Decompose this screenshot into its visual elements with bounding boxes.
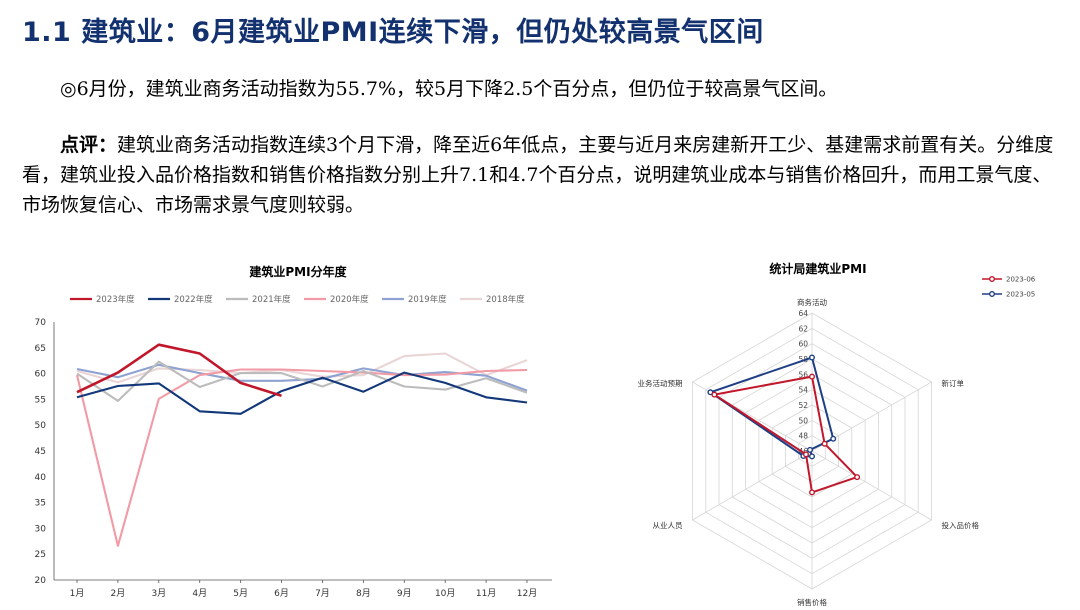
line-chart-title: 建筑业PMI分年度 bbox=[248, 264, 347, 279]
radar-tick-label: 56 bbox=[798, 370, 808, 379]
radar-tick-label: 62 bbox=[798, 324, 808, 333]
y-tick-label: 60 bbox=[35, 370, 47, 380]
radar-axis-label: 从业人员 bbox=[653, 520, 683, 530]
radar-tick-label: 64 bbox=[798, 309, 808, 318]
radar-legend-label-2023-06: 2023-06 bbox=[1006, 276, 1036, 284]
radar-point-2023-05 bbox=[830, 435, 837, 442]
y-tick-label: 30 bbox=[35, 524, 47, 534]
radar-tick-label: 50 bbox=[798, 416, 808, 425]
legend-label-2019年度: 2019年度 bbox=[408, 294, 447, 305]
radar-series-2023-06 bbox=[711, 375, 859, 494]
series-line-2023年度 bbox=[76, 343, 282, 398]
legend-label-2021年度: 2021年度 bbox=[252, 294, 291, 305]
comment-label: 点评： bbox=[60, 134, 118, 156]
y-tick-label: 45 bbox=[35, 447, 46, 457]
y-tick-label: 65 bbox=[35, 344, 46, 354]
x-tick-label: 9月 bbox=[397, 588, 412, 599]
y-tick-label: 20 bbox=[35, 576, 47, 586]
series-line-2021年度 bbox=[76, 360, 528, 402]
radar-axis-label: 业务活动预期 bbox=[638, 378, 683, 388]
line-chart: 建筑业PMI分年度 2023年度 2022年度 2021年度 2020年度 2019年度 2… bbox=[35, 264, 552, 599]
y-tick-label: 70 bbox=[35, 318, 47, 328]
series-line-2020年度 bbox=[75, 368, 528, 547]
x-tick-label: 12月 bbox=[517, 588, 537, 599]
radar-spoke bbox=[811, 450, 932, 521]
radar-axis-label: 新订单 bbox=[942, 378, 965, 388]
series-line-2022年度 bbox=[76, 371, 528, 415]
y-tick-label: 25 bbox=[35, 550, 46, 560]
series-line-2019年度 bbox=[76, 363, 528, 392]
x-tick-label: 4月 bbox=[192, 588, 207, 599]
x-tick-label: 2月 bbox=[111, 588, 126, 599]
x-tick-label: 10月 bbox=[435, 588, 455, 599]
radar-point-2023-06 bbox=[711, 391, 718, 398]
radar-axis-label: 投入品价格 bbox=[942, 520, 980, 530]
radar-point-2023-06 bbox=[808, 489, 815, 496]
radar-spoke bbox=[692, 450, 813, 521]
radar-legend-marker-2023-06 bbox=[989, 276, 996, 283]
radar-tick-label: 60 bbox=[798, 340, 808, 349]
radar-point-2023-06 bbox=[802, 451, 809, 458]
series-line-2018年度 bbox=[76, 352, 528, 384]
radar-point-2023-05 bbox=[808, 453, 815, 460]
comment-paragraph: 点评：建筑业商务活动指数连续3个月下滑，降至近6年低点，主要与近月来房建新开工少… bbox=[22, 130, 1068, 220]
radar-legend-label-2023-05: 2023-05 bbox=[1006, 291, 1035, 299]
legend-label-2020年度: 2020年度 bbox=[330, 294, 369, 305]
y-tick-label: 55 bbox=[35, 395, 46, 405]
radar-point-2023-06 bbox=[808, 373, 815, 380]
x-tick-label: 11月 bbox=[476, 588, 496, 599]
summary-text: ◎6月份，建筑业商务活动指数为55.7%，较5月下降2.5个百分点，但仍位于较高… bbox=[60, 78, 838, 100]
radar-tick-label: 52 bbox=[798, 401, 808, 410]
x-tick-label: 7月 bbox=[315, 588, 330, 599]
radar-chart-title: 统计局建筑业PMI bbox=[769, 261, 866, 276]
comment-body: 建筑业商务活动指数连续3个月下滑，降至近6年低点，主要与近月来房建新开工少、基建… bbox=[22, 134, 1054, 216]
radar-chart: 统计局建筑业PMI46485052545658606264商务活动新订单投入品价… bbox=[638, 261, 1036, 607]
radar-point-2023-05 bbox=[806, 446, 813, 453]
x-tick-label: 5月 bbox=[233, 588, 248, 599]
x-tick-label: 8月 bbox=[356, 588, 371, 599]
y-tick-label: 50 bbox=[35, 421, 47, 431]
radar-legend-marker-2023-05 bbox=[989, 291, 996, 298]
radar-tick-label: 48 bbox=[798, 432, 808, 441]
legend-label-2018年度: 2018年度 bbox=[486, 294, 525, 305]
legend-label-2022年度: 2022年度 bbox=[174, 294, 213, 305]
legend-label-2023年度: 2023年度 bbox=[96, 294, 135, 305]
radar-axis-label: 商务活动 bbox=[797, 297, 827, 307]
x-tick-label: 6月 bbox=[274, 588, 289, 599]
y-tick-label: 35 bbox=[35, 499, 46, 509]
slide-title: 1.1 建筑业：6月建筑业PMI连续下滑，但仍处较高景气区间 bbox=[22, 17, 764, 48]
radar-point-2023-06 bbox=[854, 474, 861, 481]
radar-point-2023-05 bbox=[808, 354, 815, 361]
x-tick-label: 3月 bbox=[151, 588, 166, 599]
radar-axis-label: 销售价格 bbox=[797, 597, 827, 607]
y-tick-label: 40 bbox=[35, 473, 47, 483]
radar-tick-label: 54 bbox=[798, 386, 808, 395]
radar-point-2023-06 bbox=[821, 440, 828, 447]
x-tick-label: 1月 bbox=[70, 588, 85, 599]
